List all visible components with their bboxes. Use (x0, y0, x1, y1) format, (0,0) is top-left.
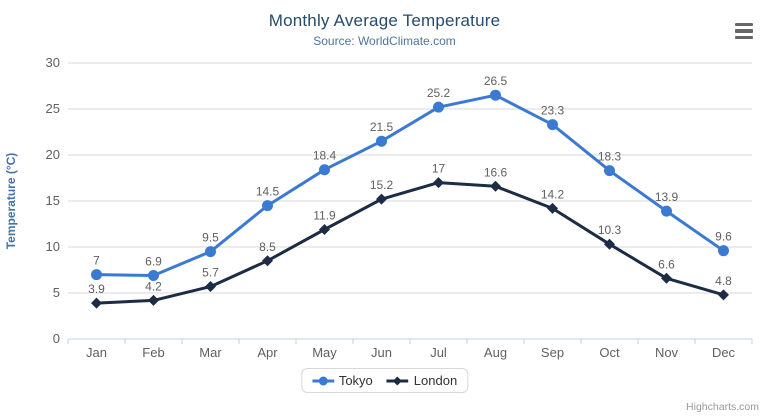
legend-label: Tokyo (338, 373, 373, 388)
x-axis-label: Dec (712, 345, 736, 360)
diamond-marker-icon (386, 376, 409, 385)
data-label: 14.2 (541, 187, 565, 201)
data-point-tokyo[interactable] (205, 246, 216, 258)
data-point-london[interactable] (661, 272, 672, 284)
data-label: 11.9 (313, 209, 336, 223)
chart-legend: Tokyo London (300, 368, 469, 393)
data-point-london[interactable] (148, 294, 159, 306)
data-point-tokyo[interactable] (604, 165, 615, 177)
x-axis-label: Jul (430, 345, 447, 360)
y-axis-tick-label: 0 (53, 331, 60, 346)
data-label: 6.6 (658, 257, 675, 271)
data-label: 9.6 (715, 230, 732, 244)
y-axis-tick-label: 20 (46, 147, 60, 162)
data-label: 15.2 (370, 178, 394, 192)
y-axis-tick-label: 25 (46, 101, 60, 116)
data-label: 21.5 (370, 120, 394, 134)
circle-marker-icon (311, 376, 334, 385)
y-axis-title: Temperature (°C) (4, 153, 18, 250)
data-label: 26.5 (484, 74, 508, 88)
hamburger-icon (735, 22, 753, 27)
data-label: 8.5 (259, 240, 276, 254)
x-axis-label: May (312, 345, 337, 360)
y-axis-tick-label: 5 (53, 285, 60, 300)
data-point-london[interactable] (547, 202, 558, 214)
x-axis-label: Mar (199, 345, 222, 360)
legend-label: London (413, 373, 458, 388)
data-label: 10.3 (598, 223, 622, 237)
data-point-london[interactable] (718, 289, 729, 301)
series-line-tokyo (95, 93, 725, 277)
data-label: 18.4 (313, 149, 337, 163)
data-label: 13.9 (655, 190, 679, 204)
series-line-london (95, 181, 725, 305)
data-point-tokyo[interactable] (490, 89, 501, 101)
legend-item-tokyo[interactable]: Tokyo (311, 373, 373, 388)
data-point-tokyo[interactable] (433, 101, 444, 113)
data-label: 6.9 (145, 255, 162, 269)
data-label: 3.9 (88, 282, 105, 296)
data-label: 9.5 (202, 231, 219, 245)
data-point-tokyo[interactable] (661, 205, 672, 217)
data-point-london[interactable] (376, 193, 387, 205)
credits-link[interactable]: Highcharts.com (686, 401, 759, 413)
data-point-tokyo[interactable] (319, 164, 330, 176)
x-axis-label: Jan (86, 345, 107, 360)
x-axis-label: Apr (257, 345, 278, 360)
data-point-tokyo[interactable] (547, 119, 558, 131)
data-point-london[interactable] (205, 281, 216, 293)
data-label: 23.3 (541, 104, 565, 118)
chart-title: Monthly Average Temperature (268, 11, 501, 30)
data-label: 4.8 (715, 274, 732, 288)
data-label: 16.6 (484, 165, 508, 179)
x-axis-label: Jun (371, 345, 392, 360)
data-point-tokyo[interactable] (148, 270, 159, 282)
data-point-tokyo[interactable] (718, 245, 729, 257)
hamburger-icon (735, 35, 753, 40)
data-point-tokyo[interactable] (376, 135, 387, 147)
data-label: 4.2 (145, 279, 162, 293)
export-menu-button[interactable] (733, 20, 755, 42)
data-label: 18.3 (598, 150, 622, 164)
x-axis-label: Aug (484, 345, 507, 360)
x-axis-label: Sep (541, 345, 564, 360)
chart-subtitle: Source: WorldClimate.com (313, 34, 456, 48)
data-point-london[interactable] (262, 255, 273, 267)
data-label: 25.2 (427, 86, 451, 100)
x-axis-label: Oct (599, 345, 620, 360)
y-axis-tick-label: 30 (46, 55, 60, 70)
data-label: 14.5 (256, 185, 280, 199)
data-point-tokyo[interactable] (262, 200, 273, 212)
x-axis-label: Nov (655, 345, 679, 360)
legend-item-london[interactable]: London (386, 373, 458, 388)
data-label: 17 (432, 162, 446, 176)
data-point-london[interactable] (604, 238, 615, 250)
data-point-london[interactable] (433, 177, 444, 189)
data-point-tokyo[interactable] (91, 269, 102, 281)
y-axis-tick-label: 10 (46, 239, 60, 254)
data-label: 7 (93, 254, 100, 268)
hamburger-icon (735, 29, 753, 33)
y-axis-tick-label: 15 (46, 193, 60, 208)
x-axis-label: Feb (142, 345, 164, 360)
data-point-london[interactable] (91, 297, 102, 309)
data-point-london[interactable] (319, 224, 330, 236)
data-point-london[interactable] (490, 180, 501, 192)
data-label: 5.7 (202, 266, 219, 280)
